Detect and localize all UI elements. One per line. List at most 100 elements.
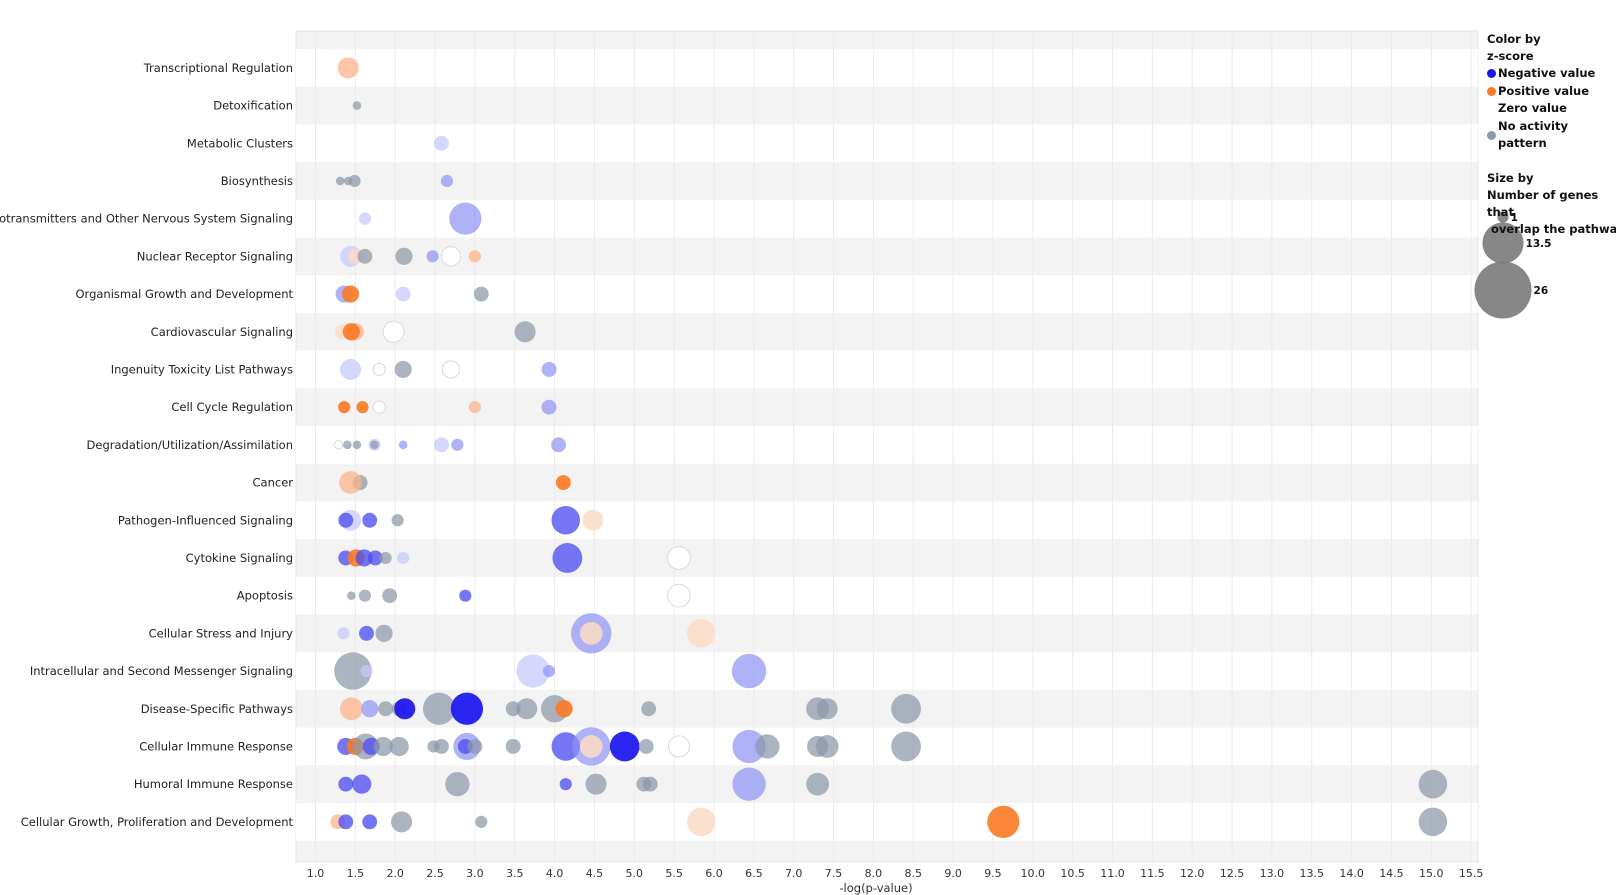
bubble (352, 101, 362, 110)
x-tick-label: 15.5 (1459, 867, 1484, 880)
bubble (816, 698, 838, 720)
row-band (296, 199, 1478, 238)
x-tick-label: 8.5 (905, 867, 923, 880)
bubble (475, 815, 488, 828)
x-tick-label: 7.0 (785, 867, 803, 880)
bubble (815, 735, 839, 758)
row-band (296, 727, 1478, 766)
bubble (372, 400, 386, 414)
category-label: Nuclear Receptor Signaling (137, 249, 293, 263)
size-legend-bubble (1497, 211, 1509, 223)
bubble (338, 512, 354, 528)
bubble (361, 700, 379, 718)
category-label: Metabolic Clusters (187, 136, 293, 150)
category-label: Degradation/Utilization/Assimilation (87, 438, 293, 452)
bubble (987, 805, 1020, 838)
bubble (891, 731, 921, 762)
legend-swatch (1487, 86, 1496, 96)
bubble (382, 320, 405, 343)
legend-item: Positive value (1487, 83, 1612, 101)
bubble (391, 514, 404, 527)
x-tick-label: 15.0 (1419, 867, 1444, 880)
x-tick-label: 6.0 (705, 867, 723, 880)
bubble (638, 739, 654, 754)
bubble (505, 739, 521, 754)
bubble (397, 551, 410, 565)
bubble (358, 212, 371, 225)
bubble (357, 248, 373, 264)
x-tick-label: 11.5 (1140, 867, 1165, 880)
bubble (352, 440, 362, 450)
bubble (379, 551, 392, 565)
x-axis-title: -log(p-value) (839, 881, 912, 895)
row-band (296, 803, 1478, 841)
category-label: Cellular Stress and Injury (149, 626, 294, 640)
bubble (755, 734, 780, 759)
bubble (667, 546, 691, 570)
bubble (340, 358, 362, 380)
bubble (686, 807, 716, 837)
category-label: Apoptosis (237, 589, 293, 603)
row-band (296, 275, 1478, 313)
bubble (347, 591, 356, 600)
x-tick-label: 14.0 (1339, 867, 1364, 880)
x-tick-label: 10.5 (1060, 867, 1085, 880)
x-tick-label: 7.5 (825, 867, 843, 880)
category-label: Organismal Growth and Development (76, 287, 294, 301)
size-legend-label: 13.5 (1526, 238, 1552, 250)
category-label: Cytokine Signaling (186, 551, 293, 565)
bubble (362, 512, 378, 528)
bubble (339, 471, 362, 494)
legend: Color by z-score Negative value Positive … (1487, 31, 1616, 238)
legend-label: No activity pattern (1498, 118, 1568, 151)
bubble (467, 739, 483, 754)
bubble (342, 323, 360, 341)
bubble (551, 505, 581, 535)
bubble (348, 174, 361, 188)
bubble (356, 401, 369, 414)
bubble (426, 250, 439, 263)
bubble (450, 692, 484, 725)
category-label: Cardiovascular Signaling (151, 325, 293, 339)
bubble (352, 774, 372, 794)
bubble (806, 772, 829, 796)
x-tick-label: 12.0 (1180, 867, 1205, 880)
bubble (555, 700, 573, 718)
bubble (360, 664, 373, 678)
bubble (732, 767, 766, 801)
row-band (296, 350, 1478, 389)
bubbles (330, 57, 1448, 838)
bubble (335, 176, 345, 186)
bubble (440, 174, 454, 188)
bubble (341, 285, 360, 303)
x-tick-label: 8.0 (865, 867, 883, 880)
category-label: Biosynthesis (221, 174, 293, 188)
x-tick-label: 13.0 (1260, 867, 1285, 880)
x-tick-label: 2.5 (426, 867, 444, 880)
bubble (516, 654, 550, 688)
bubble (338, 776, 354, 792)
bubble (334, 652, 372, 690)
bubble (440, 246, 462, 267)
bubble (370, 440, 379, 450)
legend-item: Negative value (1487, 65, 1612, 83)
x-tick-label: 14.5 (1379, 867, 1404, 880)
bubble (395, 247, 413, 265)
x-tick-label: 1.0 (307, 867, 325, 880)
category-label: Pathogen-Influenced Signaling (118, 513, 293, 527)
category-label: Ingenuity Toxicity List Pathways (111, 362, 293, 376)
bubble (579, 735, 603, 758)
x-tick-label: 10.0 (1021, 867, 1046, 880)
x-tick-label: 3.0 (466, 867, 484, 880)
bubble (433, 135, 449, 151)
bubble (667, 735, 690, 758)
legend-swatch (1487, 130, 1496, 140)
bubble (731, 653, 767, 689)
legend-swatch (1487, 69, 1496, 79)
bubble (609, 731, 640, 762)
bubble (372, 362, 386, 377)
bubble (459, 589, 472, 602)
x-tick-label: 4.5 (586, 867, 604, 880)
category-labels: Transcriptional Regulation Detoxification… (0, 61, 293, 829)
